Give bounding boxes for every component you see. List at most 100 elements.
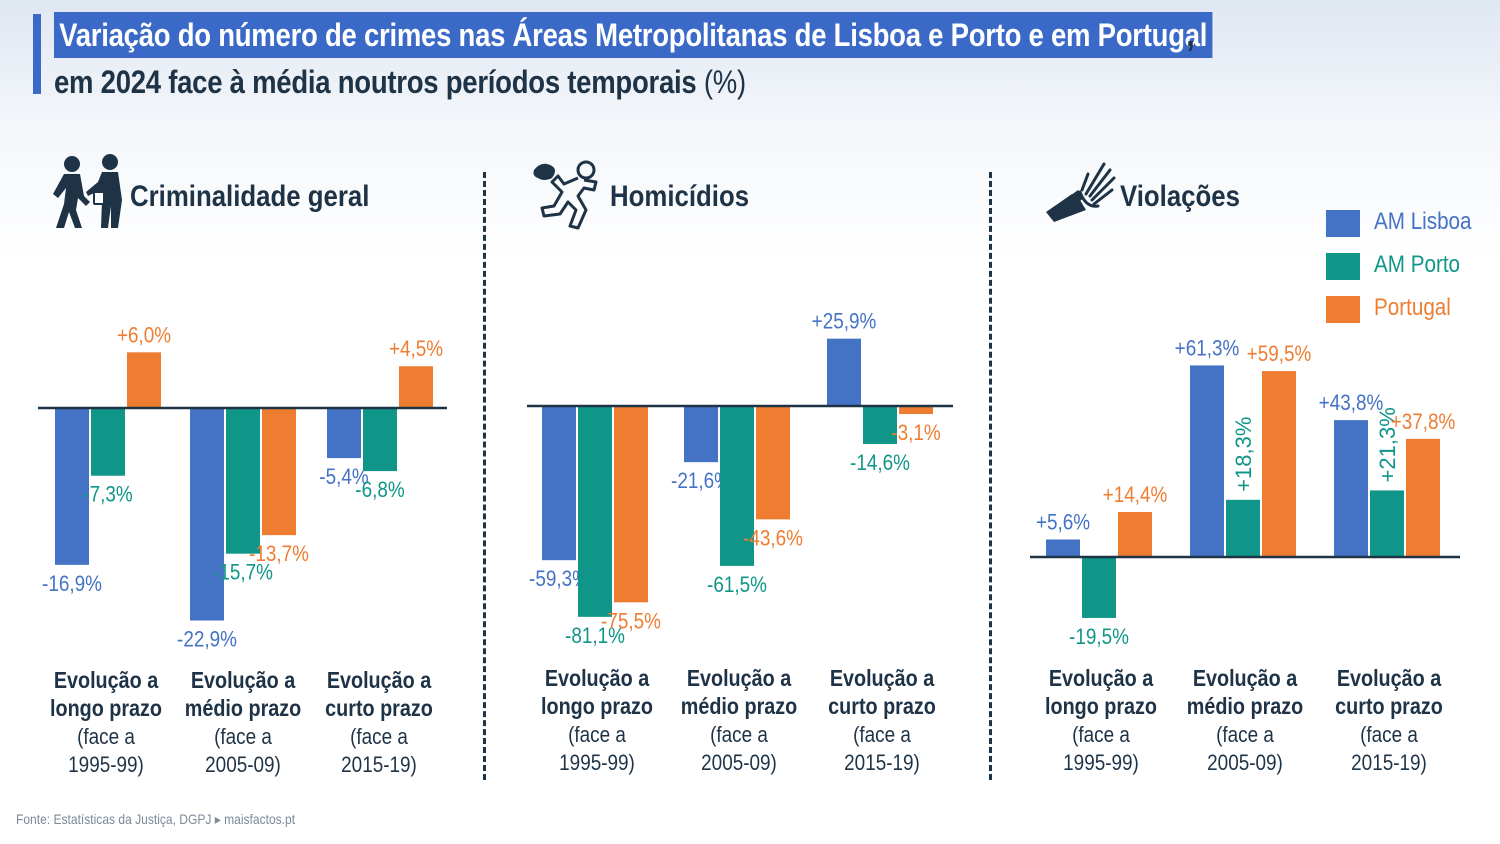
data-label: +14,4% xyxy=(1103,483,1168,508)
data-label: +59,5% xyxy=(1247,342,1312,367)
category-label: 2015-19) xyxy=(844,751,920,776)
category-label: longo prazo xyxy=(541,694,653,720)
data-label: -22,9% xyxy=(177,627,237,652)
bar-lisboa xyxy=(542,406,576,561)
category-label: curto prazo xyxy=(325,696,433,722)
panel-title-criminalidade: Criminalidade geral xyxy=(130,180,370,213)
bar-porto xyxy=(720,406,754,566)
bar-lisboa xyxy=(827,338,861,406)
category-label: médio prazo xyxy=(1187,694,1303,720)
data-label: +37,8% xyxy=(1391,410,1456,435)
bar-porto xyxy=(1082,557,1116,618)
bar-lisboa xyxy=(190,408,224,621)
legend-label-portugal: Portugal xyxy=(1374,294,1451,321)
data-label: -6,8% xyxy=(355,478,404,503)
category-label: (face a xyxy=(853,723,911,748)
title-comma: , xyxy=(1186,17,1195,53)
homicide-icon xyxy=(533,160,598,230)
panel-title-homicidios: Homicídios xyxy=(610,180,750,213)
category-label: (face a xyxy=(1072,723,1130,748)
panel-divider xyxy=(483,172,486,780)
data-label: -15,7% xyxy=(213,560,273,585)
legend-swatch-porto xyxy=(1326,253,1360,280)
subtitle-text: em 2024 face à média noutros períodos te… xyxy=(54,64,697,100)
data-label: -16,9% xyxy=(42,572,102,597)
bar-lisboa xyxy=(1046,539,1080,557)
data-label: +4,5% xyxy=(389,337,443,362)
data-label: -5,4% xyxy=(319,465,368,490)
category-label: 2005-09) xyxy=(1207,751,1283,776)
category-label: Evolução a xyxy=(1049,666,1154,692)
category-label: médio prazo xyxy=(185,696,301,722)
category-label: 2015-19) xyxy=(341,753,417,778)
category-label: (face a xyxy=(568,723,626,748)
data-label: +25,9% xyxy=(812,309,877,334)
bar-portugal xyxy=(756,406,790,520)
data-label: -61,5% xyxy=(707,573,767,598)
category-label: médio prazo xyxy=(681,694,797,720)
bar-porto xyxy=(863,406,897,444)
legend-swatch-lisboa xyxy=(1326,210,1360,237)
data-label: +18,3% xyxy=(1231,417,1256,492)
category-label: (face a xyxy=(1360,723,1418,748)
data-label: -43,6% xyxy=(743,526,803,551)
bar-portugal xyxy=(399,366,433,408)
data-label: -19,5% xyxy=(1069,625,1129,650)
category-label: 2015-19) xyxy=(1351,751,1427,776)
data-label: -13,7% xyxy=(249,542,309,567)
panel-title-violacoes: Violações xyxy=(1120,180,1240,213)
data-label: -81,1% xyxy=(565,624,625,649)
category-label: Evolução a xyxy=(830,666,935,692)
legend-label-porto: AM Porto xyxy=(1374,251,1461,278)
bar-portugal xyxy=(127,352,161,408)
data-label: +6,0% xyxy=(117,323,171,348)
bar-lisboa xyxy=(55,408,89,565)
category-label: 1995-99) xyxy=(68,753,144,778)
bar-lisboa xyxy=(1190,365,1224,557)
data-label: -3,1% xyxy=(891,421,940,446)
source-footer: Fonte: Estatísticas da Justiça, DGPJ ▸ m… xyxy=(16,811,296,827)
category-label: longo prazo xyxy=(1045,694,1157,720)
category-label: 2005-09) xyxy=(205,753,281,778)
bar-portugal xyxy=(1406,438,1440,557)
bar-portugal xyxy=(262,408,296,536)
category-label: curto prazo xyxy=(1335,694,1443,720)
category-label: Evolução a xyxy=(191,668,296,694)
category-label: Evolução a xyxy=(54,668,159,694)
data-label: +5,6% xyxy=(1036,510,1090,535)
category-label: Evolução a xyxy=(687,666,792,692)
bar-portugal xyxy=(1118,512,1152,557)
bar-porto xyxy=(91,408,125,476)
bar-lisboa xyxy=(684,406,718,463)
bar-portugal xyxy=(614,406,648,603)
bar-portugal xyxy=(1262,371,1296,557)
category-label: Evolução a xyxy=(327,668,432,694)
bar-porto xyxy=(1226,499,1260,557)
panel-divider xyxy=(989,172,992,780)
bar-lisboa xyxy=(1334,420,1368,557)
bar-lisboa xyxy=(327,408,361,459)
category-label: Evolução a xyxy=(1193,666,1298,692)
violation-hand-icon xyxy=(1046,162,1116,222)
bar-portugal xyxy=(899,406,933,415)
data-label: +43,8% xyxy=(1319,391,1384,416)
subtitle-unit: (%) xyxy=(703,64,746,100)
category-label: (face a xyxy=(350,725,408,750)
category-label: (face a xyxy=(710,723,768,748)
chart-title: Variação do número de crimes nas Áreas M… xyxy=(54,12,1213,58)
category-label: 1995-99) xyxy=(1063,751,1139,776)
data-label: -7,3% xyxy=(83,482,132,507)
bar-porto xyxy=(1370,490,1404,557)
category-label: 2005-09) xyxy=(701,751,777,776)
category-label: curto prazo xyxy=(828,694,936,720)
category-label: Evolução a xyxy=(545,666,650,692)
category-label: 1995-99) xyxy=(559,751,635,776)
data-label: -75,5% xyxy=(601,609,661,634)
pickpocket-icon xyxy=(53,154,122,228)
data-label: +21,3% xyxy=(1375,407,1400,482)
data-label: -14,6% xyxy=(850,451,910,476)
bar-porto xyxy=(226,408,260,554)
title-accent-bar xyxy=(33,14,41,94)
category-label: (face a xyxy=(77,725,135,750)
